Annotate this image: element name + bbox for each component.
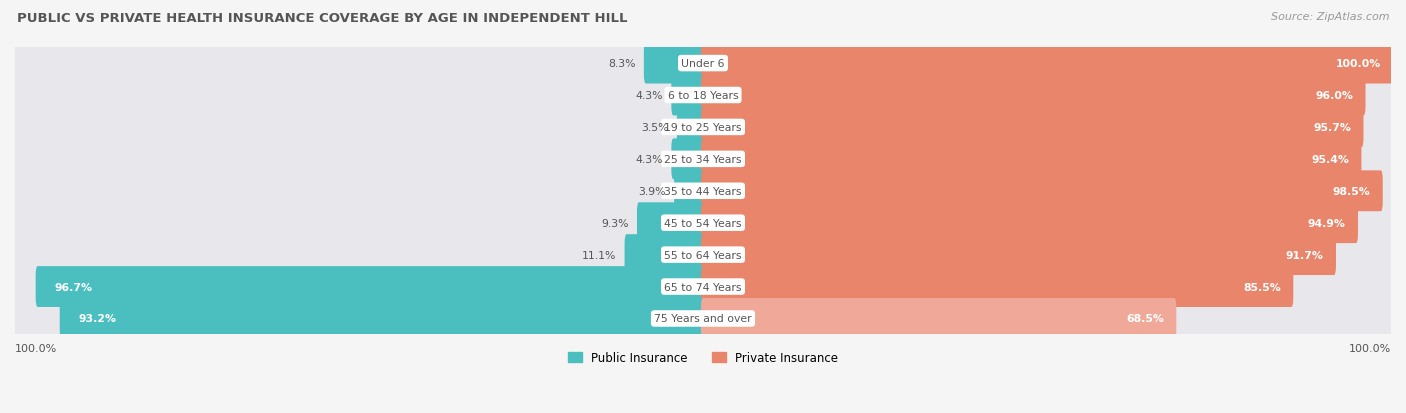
FancyBboxPatch shape	[59, 298, 704, 339]
Text: 95.4%: 95.4%	[1312, 154, 1348, 164]
FancyBboxPatch shape	[644, 43, 704, 84]
Text: Under 6: Under 6	[682, 59, 724, 69]
FancyBboxPatch shape	[702, 235, 1336, 275]
Text: 94.9%: 94.9%	[1308, 218, 1346, 228]
Text: 45 to 54 Years: 45 to 54 Years	[664, 218, 742, 228]
Text: 65 to 74 Years: 65 to 74 Years	[664, 282, 742, 292]
Text: 96.0%: 96.0%	[1315, 91, 1353, 101]
FancyBboxPatch shape	[702, 76, 1365, 116]
Text: 25 to 34 Years: 25 to 34 Years	[664, 154, 742, 164]
Text: 95.7%: 95.7%	[1313, 123, 1351, 133]
Text: PUBLIC VS PRIVATE HEALTH INSURANCE COVERAGE BY AGE IN INDEPENDENT HILL: PUBLIC VS PRIVATE HEALTH INSURANCE COVER…	[17, 12, 627, 25]
Text: 4.3%: 4.3%	[636, 154, 664, 164]
Text: 68.5%: 68.5%	[1126, 314, 1164, 324]
Text: 100.0%: 100.0%	[1336, 59, 1381, 69]
FancyBboxPatch shape	[676, 107, 704, 148]
Text: 9.3%: 9.3%	[602, 218, 628, 228]
Text: 98.5%: 98.5%	[1333, 186, 1371, 196]
FancyBboxPatch shape	[10, 89, 1396, 166]
Text: 19 to 25 Years: 19 to 25 Years	[664, 123, 742, 133]
FancyBboxPatch shape	[10, 153, 1396, 230]
FancyBboxPatch shape	[10, 185, 1396, 261]
Text: 3.9%: 3.9%	[638, 186, 666, 196]
FancyBboxPatch shape	[10, 217, 1396, 293]
FancyBboxPatch shape	[624, 235, 704, 275]
Text: 35 to 44 Years: 35 to 44 Years	[664, 186, 742, 196]
Text: 75 Years and over: 75 Years and over	[654, 314, 752, 324]
FancyBboxPatch shape	[10, 26, 1396, 102]
Text: 91.7%: 91.7%	[1285, 250, 1323, 260]
FancyBboxPatch shape	[10, 57, 1396, 134]
Text: 3.5%: 3.5%	[641, 123, 669, 133]
Text: 6 to 18 Years: 6 to 18 Years	[668, 91, 738, 101]
Text: 4.3%: 4.3%	[636, 91, 664, 101]
Text: 85.5%: 85.5%	[1243, 282, 1281, 292]
FancyBboxPatch shape	[671, 76, 704, 116]
FancyBboxPatch shape	[673, 171, 704, 212]
FancyBboxPatch shape	[35, 266, 704, 307]
FancyBboxPatch shape	[702, 43, 1393, 84]
Text: 93.2%: 93.2%	[79, 314, 117, 324]
Text: 100.0%: 100.0%	[15, 344, 58, 354]
Text: 55 to 64 Years: 55 to 64 Years	[664, 250, 742, 260]
FancyBboxPatch shape	[702, 298, 1177, 339]
Text: 96.7%: 96.7%	[55, 282, 93, 292]
Text: 100.0%: 100.0%	[1348, 344, 1391, 354]
Text: 11.1%: 11.1%	[582, 250, 616, 260]
FancyBboxPatch shape	[702, 171, 1382, 212]
FancyBboxPatch shape	[702, 266, 1294, 307]
FancyBboxPatch shape	[637, 203, 704, 244]
FancyBboxPatch shape	[671, 139, 704, 180]
Legend: Public Insurance, Private Insurance: Public Insurance, Private Insurance	[564, 347, 842, 369]
Text: Source: ZipAtlas.com: Source: ZipAtlas.com	[1271, 12, 1389, 22]
FancyBboxPatch shape	[702, 139, 1361, 180]
FancyBboxPatch shape	[10, 121, 1396, 198]
FancyBboxPatch shape	[10, 249, 1396, 325]
FancyBboxPatch shape	[702, 107, 1364, 148]
FancyBboxPatch shape	[10, 280, 1396, 357]
FancyBboxPatch shape	[702, 203, 1358, 244]
Text: 8.3%: 8.3%	[607, 59, 636, 69]
